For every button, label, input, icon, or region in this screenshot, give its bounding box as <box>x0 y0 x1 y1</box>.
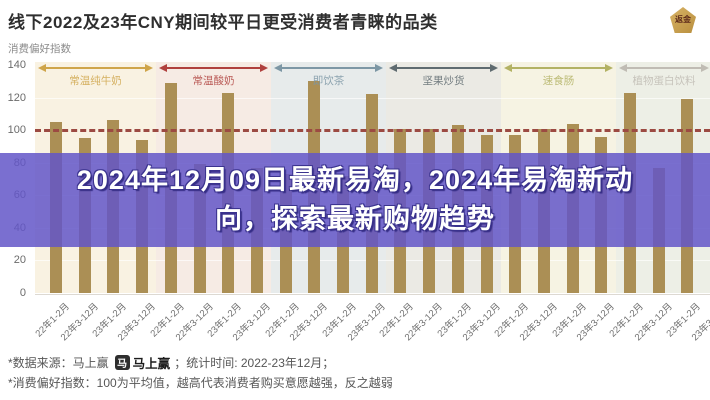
arrow-right-icon <box>701 64 709 72</box>
arrow-left-icon <box>504 64 512 72</box>
category-label: 速食肠 <box>542 75 575 87</box>
y-tick-label: 0 <box>19 287 26 299</box>
source-prefix: *数据来源：马上赢 <box>8 356 109 370</box>
y-tick-label: 20 <box>13 254 26 267</box>
reference-line-100 <box>35 129 710 133</box>
y-tick-label: 100 <box>7 124 26 137</box>
arrow-right-icon <box>260 64 268 72</box>
category-label: 常温酸奶 <box>192 75 235 87</box>
arrow-right-icon <box>145 64 153 72</box>
source-suffix: ；统计时间: 2022-23年12月； <box>174 356 335 370</box>
category-arrow <box>396 67 491 69</box>
arrow-right-icon <box>375 64 383 72</box>
arrow-right-icon <box>490 64 498 72</box>
y-tick-label: 120 <box>7 91 26 104</box>
category-label: 常温纯牛奶 <box>69 75 122 87</box>
arrow-left-icon <box>274 64 282 72</box>
category-arrow <box>166 67 261 69</box>
x-axis-line <box>35 294 710 295</box>
category-label: 即饮茶 <box>312 75 345 87</box>
category-arrow <box>281 67 376 69</box>
category-label: 坚果炒货 <box>422 75 465 87</box>
index-definition-note: *消费偏好指数：100为平均值，越高代表消费者购买意愿越强，反之越弱 <box>8 376 393 390</box>
arrow-left-icon <box>389 64 397 72</box>
page-title: 线下2022及23年CNY期间较平日更受消费者青睐的品类 <box>8 13 438 32</box>
watermark-text-line1: 2024年12月09日最新易淘，2024年易淘新动 <box>76 165 634 195</box>
arrow-left-icon <box>159 64 167 72</box>
category-label: 植物蛋白饮料 <box>632 75 696 87</box>
data-source-note: *数据来源：马上赢 马 马上赢 ；统计时间: 2022-23年12月； <box>8 353 334 372</box>
arrow-left-icon <box>38 64 46 72</box>
brand-logo-text: 返金 <box>675 15 691 24</box>
category-arrow <box>511 67 606 69</box>
y-axis-label: 消费偏好指数 <box>8 43 71 55</box>
category-arrow <box>626 67 702 69</box>
source-logo-name: 马上赢 <box>132 357 171 371</box>
source-logo-icon: 马 <box>114 355 130 370</box>
y-tick-label: 140 <box>7 59 26 71</box>
arrow-right-icon <box>605 64 613 72</box>
category-arrow <box>45 67 146 69</box>
arrow-left-icon <box>619 64 627 72</box>
watermark-text-line2: 向，探索最新购物趋势 <box>215 204 495 234</box>
watermark-banner: 2024年12月09日最新易淘，2024年易淘新动 向，探索最新购物趋势 <box>0 153 710 247</box>
